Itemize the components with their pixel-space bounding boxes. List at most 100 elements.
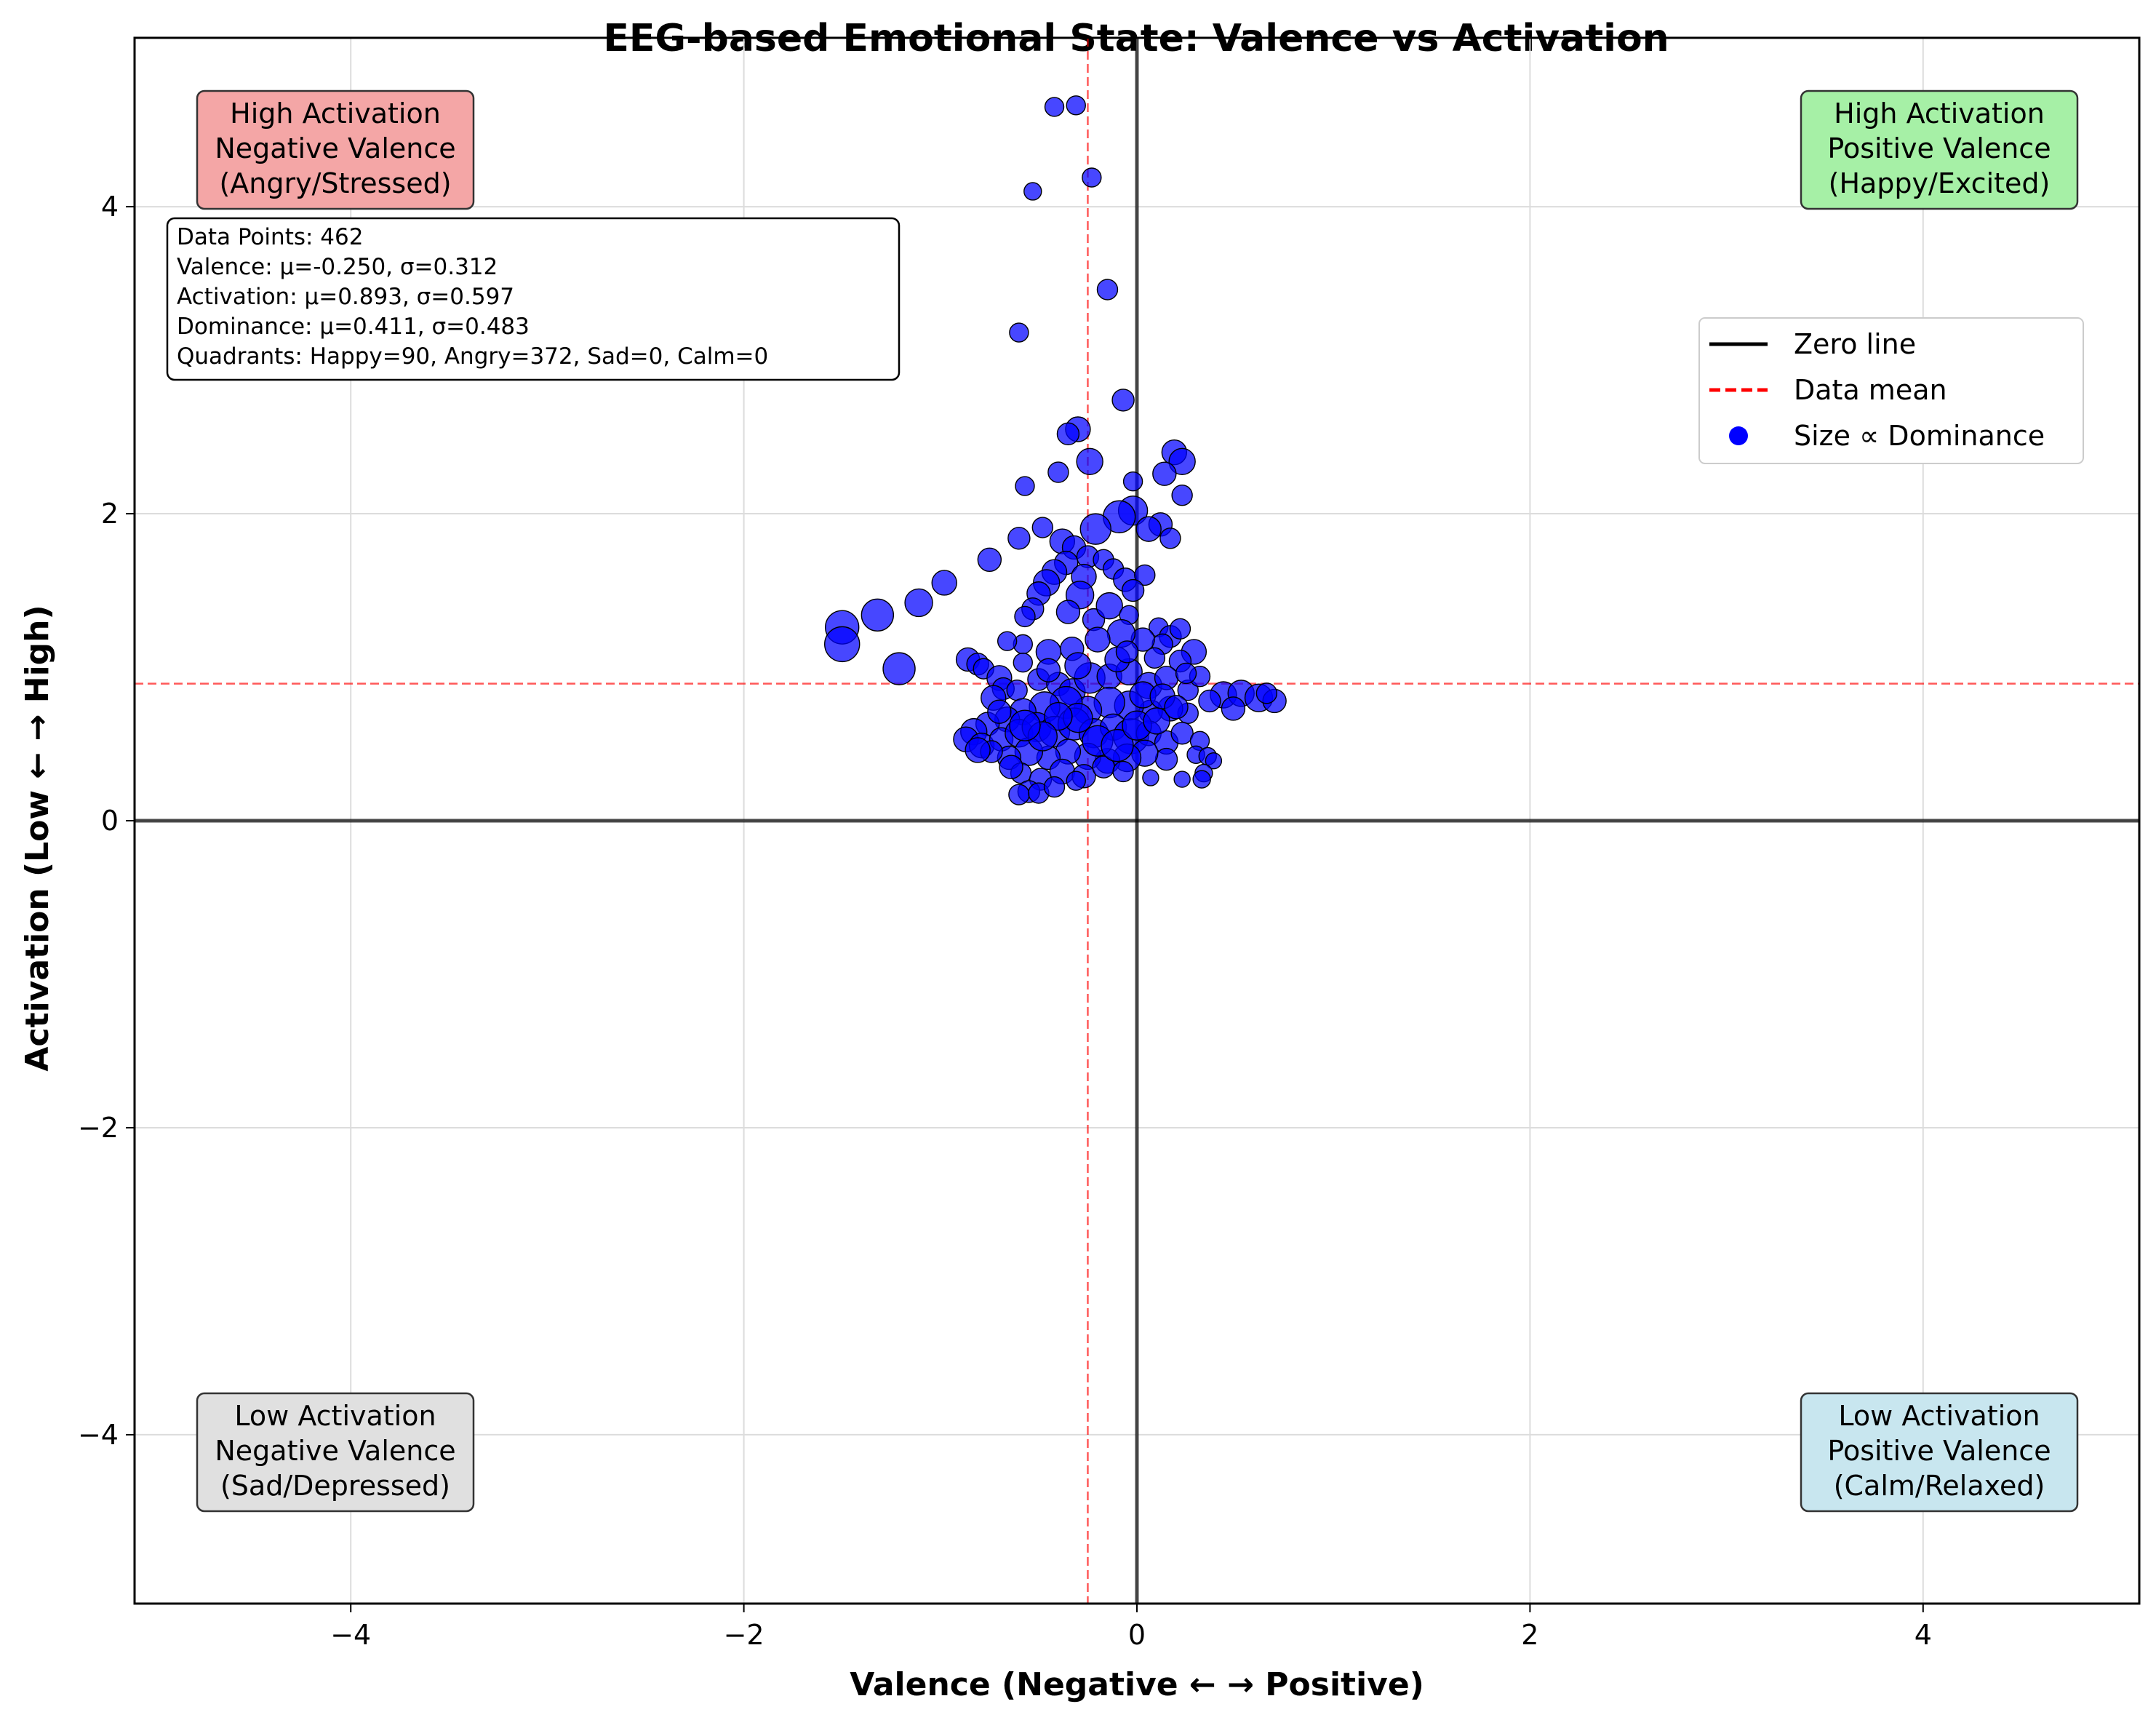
x-tick-label: −4	[330, 1619, 371, 1651]
data-point	[1015, 476, 1035, 496]
quadrant-label-box	[196, 1392, 475, 1513]
data-point	[987, 699, 1012, 724]
stats-box-frame	[166, 217, 901, 381]
data-point	[1013, 652, 1033, 673]
data-point	[1143, 647, 1166, 669]
data-point	[1055, 600, 1081, 624]
data-point	[1169, 618, 1191, 640]
data-point	[1168, 447, 1196, 476]
quadrant-label-text: (Happy/Excited)	[1829, 167, 2051, 199]
stats-line: Data Points: 462	[177, 224, 363, 250]
legend-label: Zero line	[1794, 328, 1916, 360]
data-point	[861, 598, 895, 632]
stats-line: Dominance: μ=0.411, σ=0.483	[177, 314, 530, 340]
data-point	[999, 755, 1023, 779]
quadrant-label-box	[1800, 1392, 2079, 1513]
quadrant-label-text: High Activation	[1834, 97, 2045, 130]
data-point	[1173, 771, 1191, 788]
data-point	[1082, 167, 1102, 188]
data-point	[1170, 722, 1194, 745]
data-point	[1205, 752, 1223, 770]
y-tick-label: −4	[78, 1419, 119, 1451]
data-point	[1036, 658, 1061, 682]
stats-line: Quadrants: Happy=90, Angry=372, Sad=0, C…	[177, 343, 768, 370]
data-point	[1164, 695, 1189, 720]
data-point	[1198, 689, 1221, 713]
stats-box: Data Points: 462 Valence: μ=-0.250, σ=0.3…	[166, 217, 901, 381]
data-point	[1112, 760, 1134, 783]
plot-frame	[133, 36, 2141, 1605]
quadrant-label-text: (Angry/Stressed)	[219, 167, 451, 199]
data-point	[1044, 97, 1065, 117]
data-point	[1031, 517, 1054, 538]
axis-ticks: −4 −2 0 2 4 −4 −2 0 2 4	[78, 191, 1932, 1651]
legend-swatch-marker	[1729, 426, 1748, 445]
data-point	[1047, 461, 1069, 483]
reference-lines	[135, 38, 2139, 1604]
data-point	[1135, 516, 1162, 542]
data-point	[1008, 784, 1030, 805]
data-point	[1009, 709, 1041, 741]
data-point	[1159, 527, 1181, 549]
data-point	[1023, 182, 1042, 201]
y-axis-label: Activation (Low ← → High)	[19, 605, 56, 1071]
data-point	[1044, 701, 1073, 731]
data-point	[1175, 662, 1197, 685]
data-point	[1066, 771, 1086, 791]
data-point	[904, 588, 933, 618]
data-point	[1152, 461, 1177, 486]
legend-label: Data mean	[1794, 374, 1947, 406]
data-point	[1095, 592, 1123, 620]
data-point	[1154, 747, 1178, 771]
x-tick-label: 4	[1915, 1619, 1932, 1651]
data-point	[1134, 564, 1156, 586]
quadrant-label-text: Negative Valence	[215, 1435, 455, 1467]
data-point	[1009, 322, 1029, 343]
quadrant-label-text: Low Activation	[234, 1400, 436, 1432]
data-point	[824, 626, 861, 663]
quadrant-label-text: Positive Valence	[1827, 132, 2051, 164]
stats-line: Activation: μ=0.893, σ=0.597	[177, 284, 514, 310]
y-tick-label: −2	[78, 1112, 119, 1144]
data-point	[1066, 95, 1086, 116]
quadrant-label-text: Negative Valence	[215, 132, 455, 164]
data-point	[882, 652, 916, 685]
quadrant-label-text: Positive Valence	[1827, 1435, 2051, 1467]
x-tick-label: 0	[1128, 1619, 1146, 1651]
y-tick-label: 4	[101, 191, 119, 223]
x-axis-label: Valence (Negative ← → Positive)	[850, 1666, 1424, 1703]
legend: Zero line Data mean Size ∝ Dominance	[1698, 317, 2084, 464]
data-point	[997, 631, 1018, 651]
data-point	[1221, 696, 1246, 721]
quadrant-label-text: (Calm/Relaxed)	[1834, 1470, 2045, 1502]
quadrant-label-text: High Activation	[230, 97, 441, 130]
data-point	[1111, 389, 1135, 412]
data-point	[1056, 422, 1080, 446]
data-point	[1007, 527, 1031, 550]
data-point	[1076, 447, 1103, 476]
quadrant-label-text: Low Activation	[1838, 1400, 2040, 1432]
data-points	[824, 95, 1287, 805]
data-point	[1079, 513, 1111, 545]
data-point	[1121, 578, 1145, 602]
stats-line: Valence: μ=-0.250, σ=0.312	[177, 254, 498, 280]
data-point	[1085, 626, 1111, 653]
data-point	[1142, 769, 1159, 787]
data-point	[1006, 679, 1028, 701]
data-point	[1122, 471, 1143, 492]
data-point	[931, 570, 957, 596]
legend-frame	[1698, 317, 2084, 464]
legend-label: Size ∝ Dominance	[1794, 420, 2045, 452]
data-point	[1171, 485, 1193, 506]
quadrant-label-box	[1800, 89, 2079, 210]
data-point	[1255, 682, 1278, 704]
data-point	[1096, 279, 1119, 300]
data-point	[1064, 652, 1092, 680]
data-point	[1101, 728, 1134, 763]
data-point	[1115, 640, 1139, 664]
data-point	[1143, 707, 1170, 735]
data-point	[1192, 770, 1211, 789]
quadrant-label-box	[196, 89, 475, 210]
